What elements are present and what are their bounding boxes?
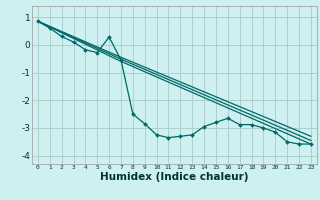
X-axis label: Humidex (Indice chaleur): Humidex (Indice chaleur) (100, 172, 249, 182)
